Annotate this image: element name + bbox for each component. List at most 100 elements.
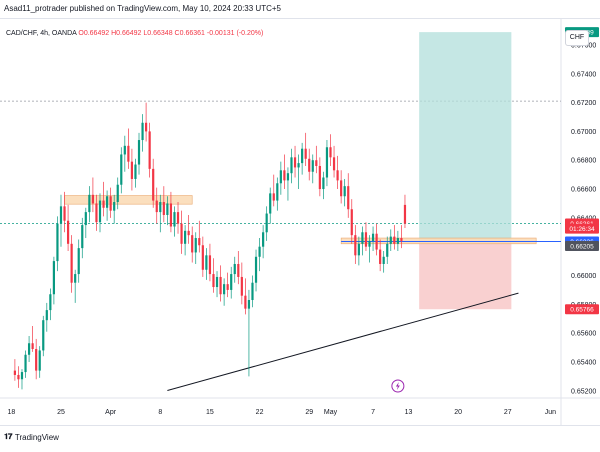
y-tick-label: 0.66600 <box>571 187 596 194</box>
candle-body <box>347 186 350 210</box>
supply-zone[interactable] <box>64 195 193 205</box>
y-tick-label: 0.67000 <box>571 129 596 136</box>
candle-body <box>325 147 329 178</box>
candle-body <box>212 274 215 288</box>
stop-zone[interactable] <box>419 240 512 310</box>
y-tick-label: 0.67400 <box>571 71 596 78</box>
candle-body <box>137 140 141 165</box>
close-value: C0.66361 <box>174 30 205 37</box>
candle-body <box>155 200 158 213</box>
candle-body <box>254 256 258 283</box>
candle-body <box>297 163 300 168</box>
candle-body <box>375 233 378 250</box>
candle-body <box>400 238 403 241</box>
candle-body <box>17 374 20 380</box>
candle-body <box>251 282 254 301</box>
candle-body <box>127 145 130 162</box>
symbol-name[interactable]: CAD/CHF, 4h, OANDA <box>6 30 77 37</box>
symbol-legend: CAD/CHF, 4h, OANDA O0.66492 H0.66492 L0.… <box>6 30 263 37</box>
candle-body <box>357 243 360 256</box>
candle-body <box>59 206 63 224</box>
high-value: H0.66492 <box>111 30 142 37</box>
y-tick-label: 0.65600 <box>571 331 596 338</box>
candle-body <box>233 263 236 275</box>
candle-body <box>70 243 73 283</box>
candle-body <box>45 310 48 321</box>
candle-body <box>27 343 31 355</box>
candle-body <box>322 177 325 190</box>
candle-body <box>152 168 155 201</box>
candle-body <box>240 276 243 296</box>
candle-body <box>35 349 38 371</box>
candle-body <box>198 238 201 246</box>
candle-body <box>77 248 80 275</box>
candle-body <box>113 202 116 211</box>
x-tick-label: 20 <box>454 409 462 416</box>
x-tick-label: 7 <box>371 409 375 416</box>
candle-body <box>258 246 261 257</box>
candle-body <box>262 232 265 247</box>
candle-body <box>223 284 226 295</box>
candle-body <box>244 295 247 309</box>
candle-body <box>148 131 151 169</box>
candle-body <box>81 225 84 249</box>
candle-body <box>371 233 375 241</box>
candle-body <box>269 193 272 214</box>
candle-body <box>368 240 371 247</box>
candle-body <box>20 372 24 380</box>
candle-body <box>237 263 240 277</box>
candle-body <box>24 354 27 373</box>
candle-body <box>166 203 169 215</box>
x-tick-label: Jun <box>545 409 556 416</box>
candle-body <box>120 154 123 185</box>
candle-body <box>272 193 275 201</box>
candle-body <box>74 274 77 283</box>
candle-body <box>286 173 290 181</box>
candle-body <box>336 170 339 181</box>
open-value: O0.66492 <box>78 30 110 37</box>
candle-body <box>350 209 353 236</box>
candle-body <box>52 261 56 295</box>
candle-body <box>265 213 268 233</box>
candle-body <box>361 232 364 244</box>
candle-body <box>95 203 98 223</box>
price-chart[interactable]: 0.676000.674000.672000.670000.668000.666… <box>0 19 600 425</box>
x-tick-label: Apr <box>105 409 117 416</box>
supply-zone[interactable] <box>340 237 537 245</box>
candle-body <box>219 276 222 295</box>
y-tick-label: 0.65200 <box>571 388 596 395</box>
y-tick-label: 0.66000 <box>571 273 596 280</box>
candle-body <box>88 194 91 213</box>
currency-button[interactable]: CHF <box>565 30 589 46</box>
candle-body <box>283 170 286 181</box>
candle-body <box>343 186 346 197</box>
candle-body <box>102 200 105 208</box>
x-tick-label: 29 <box>305 409 313 416</box>
candle-body <box>191 235 194 253</box>
candle-body <box>364 232 368 247</box>
target-zone[interactable] <box>419 32 512 241</box>
low-value: L0.66348 <box>143 30 173 37</box>
price-label-text: 0.66205 <box>570 243 594 250</box>
candle-body <box>38 350 41 371</box>
candle-body <box>230 274 233 290</box>
price-label-text: 0.65766 <box>570 307 594 314</box>
candle-body <box>66 220 70 244</box>
candle-body <box>315 160 318 166</box>
candle-body <box>162 202 165 215</box>
candle-body <box>386 243 389 257</box>
candle-body <box>208 255 212 275</box>
y-tick-label: 0.66800 <box>571 158 596 165</box>
candle-body <box>84 212 87 226</box>
candle-body <box>215 276 219 288</box>
candle-body <box>301 148 304 164</box>
change-value: -0.00131 (-0.20%) <box>206 30 264 37</box>
trend-line[interactable] <box>167 292 519 391</box>
tradingview-brand[interactable]: 𝟏𝟕 TradingView <box>4 430 59 444</box>
candle-body <box>276 183 279 201</box>
candle-body <box>318 165 321 190</box>
x-tick-label: 15 <box>206 409 214 416</box>
tradingview-logo-icon: 𝟏𝟕 <box>4 432 12 441</box>
price-label-badge <box>565 240 599 251</box>
candle-body <box>145 122 148 132</box>
